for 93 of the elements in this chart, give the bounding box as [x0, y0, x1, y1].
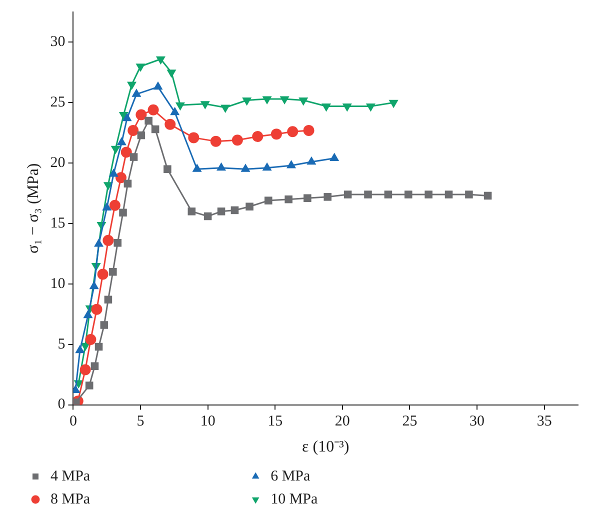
point [230, 206, 239, 214]
y-tick-label: 20 [50, 155, 66, 172]
point [287, 126, 298, 138]
point [164, 118, 176, 130]
point [137, 131, 146, 140]
point [204, 212, 212, 220]
point [124, 180, 132, 188]
x-tick-label: 10 [200, 414, 216, 430]
point [284, 195, 292, 204]
point [210, 136, 222, 147]
point [85, 382, 94, 390]
point [232, 134, 243, 146]
point [264, 196, 272, 204]
y-tick-label: 10 [50, 276, 66, 292]
point [136, 109, 147, 120]
point [151, 125, 160, 134]
x-axis-title: ε (10⁻³) [302, 438, 350, 456]
point [322, 104, 332, 112]
point [102, 234, 114, 246]
point [280, 96, 290, 105]
point [130, 153, 138, 161]
x-tick-label: 20 [334, 414, 350, 430]
point [465, 190, 473, 198]
point [388, 100, 398, 108]
point [102, 202, 112, 211]
point [200, 101, 210, 110]
point [136, 64, 146, 72]
point [126, 82, 137, 90]
point [148, 104, 159, 116]
point [100, 321, 108, 329]
point [404, 190, 412, 198]
point [303, 124, 314, 136]
point [120, 146, 132, 158]
point [94, 238, 104, 247]
point [94, 342, 103, 351]
point [144, 116, 152, 125]
y-tick-label: 25 [50, 94, 66, 111]
point [270, 128, 282, 140]
point [384, 190, 392, 198]
point [262, 96, 272, 105]
point [444, 190, 453, 198]
point [344, 190, 352, 198]
y-tick-label: 5 [58, 336, 66, 352]
x-tick-label: 5 [136, 414, 144, 430]
point [342, 104, 352, 112]
point [298, 97, 308, 106]
legend-label: 6 MPa [270, 468, 460, 484]
point [91, 304, 102, 315]
point [83, 310, 93, 318]
point [114, 238, 122, 247]
point [484, 192, 492, 200]
point [90, 362, 99, 370]
point [164, 165, 172, 174]
point [97, 268, 108, 280]
point [109, 268, 117, 276]
point [119, 208, 127, 217]
point [364, 190, 372, 198]
y-tick-label: 0 [58, 396, 66, 413]
x-tick-label: 0 [69, 414, 77, 430]
point [80, 364, 91, 376]
point [188, 208, 196, 216]
point [110, 146, 120, 154]
legend-label: 8 MPa [50, 491, 240, 508]
point [220, 104, 230, 113]
point [85, 334, 96, 346]
point [89, 280, 99, 290]
y-tick-label: 30 [50, 34, 66, 50]
x-tick-label: 15 [268, 414, 283, 430]
legend-label: 4 MPa [50, 468, 240, 484]
point [242, 97, 252, 106]
legend-label: 10 MPa [270, 491, 468, 508]
point [324, 193, 332, 201]
point [115, 172, 126, 184]
point [246, 202, 254, 210]
x-tick-label: 30 [470, 414, 485, 430]
point [188, 132, 200, 144]
point [109, 200, 120, 211]
point [252, 130, 264, 142]
point [424, 190, 432, 198]
x-tick-label: 35 [536, 414, 552, 430]
point [156, 56, 166, 65]
point [128, 124, 139, 136]
point [366, 104, 376, 112]
y-tick-label: 15 [50, 215, 66, 232]
y-axis-title: σ₁ − σ₃ (MPa) [24, 163, 42, 254]
point [104, 296, 112, 304]
x-tick-label: 25 [402, 414, 418, 430]
point [175, 102, 185, 111]
point [166, 70, 176, 78]
point [304, 194, 312, 202]
point [75, 344, 85, 354]
point [217, 208, 226, 216]
point [103, 182, 113, 190]
